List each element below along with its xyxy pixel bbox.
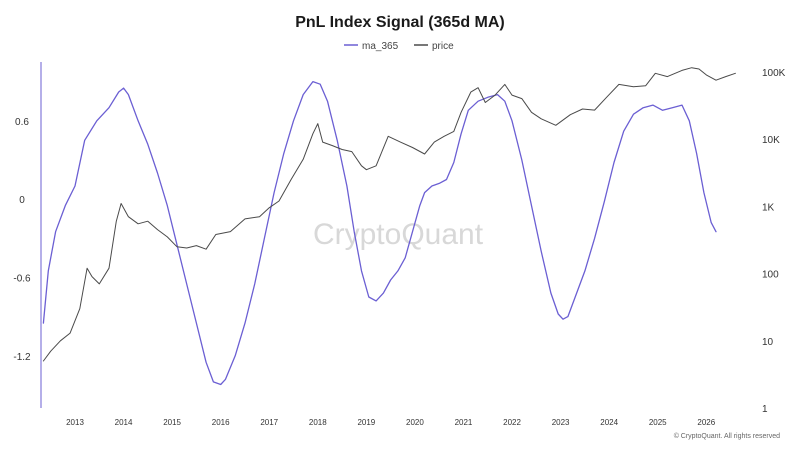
x-axis-ticks: 2013 2014 2015 2016 2017 2018 2019 2020 2021 2022… <box>66 418 716 427</box>
left-tick-label: 0 <box>19 195 25 206</box>
x-tick-label: 2025 <box>649 418 667 427</box>
series-line-ma-365 <box>42 80 717 386</box>
copyright-notice: © CryptoQuant. All rights reserved <box>674 432 780 440</box>
left-tick-label: -0.6 <box>13 273 31 284</box>
legend-label-ma-365: ma_365 <box>362 41 399 52</box>
right-tick-label: 10K <box>762 135 780 146</box>
left-axis-ticks: 0.6 0 -0.6 -1.2 <box>13 117 31 363</box>
right-tick-label: 100K <box>762 68 786 79</box>
series-line-price <box>42 67 736 362</box>
x-tick-label: 2014 <box>115 418 133 427</box>
x-tick-label: 2016 <box>212 418 230 427</box>
series-layer <box>42 67 736 386</box>
x-tick-label: 2020 <box>406 418 424 427</box>
x-tick-label: 2015 <box>163 418 181 427</box>
right-tick-label: 1K <box>762 202 775 213</box>
x-tick-label: 2021 <box>455 418 473 427</box>
right-tick-label: 1 <box>762 404 768 415</box>
legend-label-price: price <box>432 41 454 52</box>
x-tick-label: 2026 <box>697 418 715 427</box>
x-tick-label: 2019 <box>357 418 375 427</box>
x-tick-label: 2017 <box>260 418 278 427</box>
chart-title: PnL Index Signal (365d MA) <box>295 14 505 31</box>
left-tick-label: 0.6 <box>15 117 29 128</box>
watermark: CryptoQuant <box>313 218 484 251</box>
right-axis-ticks: 100K 10K 1K 100 10 1 <box>762 68 786 415</box>
x-tick-label: 2024 <box>600 418 618 427</box>
x-tick-label: 2022 <box>503 418 521 427</box>
x-tick-label: 2018 <box>309 418 327 427</box>
right-tick-label: 10 <box>762 337 774 348</box>
right-tick-label: 100 <box>762 270 779 281</box>
x-tick-label: 2023 <box>552 418 570 427</box>
left-tick-label: -1.2 <box>13 352 31 363</box>
legend: ma_365 price <box>344 41 454 52</box>
x-tick-label: 2013 <box>66 418 84 427</box>
